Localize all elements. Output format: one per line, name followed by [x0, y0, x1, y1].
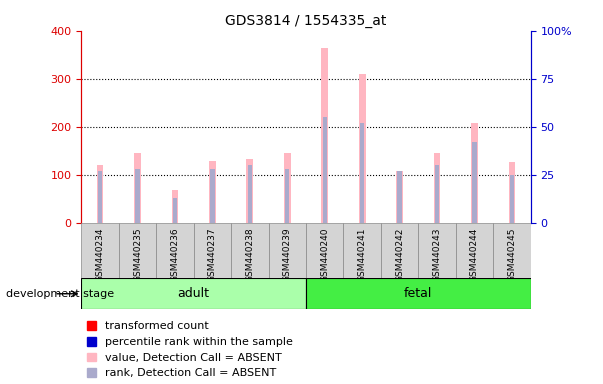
Text: GSM440242: GSM440242: [395, 227, 404, 281]
Bar: [194, 223, 231, 278]
Bar: [284, 153, 291, 223]
Bar: [306, 223, 344, 278]
Text: GSM440237: GSM440237: [208, 227, 217, 282]
Text: fetal: fetal: [404, 287, 432, 300]
Text: GSM440234: GSM440234: [96, 227, 105, 282]
Text: development stage: development stage: [6, 289, 114, 299]
Bar: [119, 223, 156, 278]
Text: GSM440236: GSM440236: [171, 227, 180, 282]
Text: GSM440243: GSM440243: [432, 227, 441, 282]
Bar: [268, 223, 306, 278]
Bar: [96, 165, 104, 223]
Bar: [360, 123, 364, 223]
Bar: [135, 169, 140, 223]
Bar: [493, 223, 531, 278]
Bar: [396, 171, 403, 223]
Text: GSM440235: GSM440235: [133, 227, 142, 282]
Bar: [321, 48, 328, 223]
Text: GSM440241: GSM440241: [358, 227, 367, 282]
Bar: [359, 74, 365, 223]
Text: adult: adult: [178, 287, 210, 300]
Bar: [306, 278, 531, 309]
Bar: [247, 159, 253, 223]
Bar: [323, 117, 327, 223]
Title: GDS3814 / 1554335_at: GDS3814 / 1554335_at: [226, 14, 387, 28]
Bar: [418, 223, 456, 278]
Bar: [472, 142, 477, 223]
Bar: [435, 165, 439, 223]
Bar: [508, 162, 516, 223]
Text: GSM440245: GSM440245: [507, 227, 516, 282]
Bar: [98, 171, 103, 223]
Bar: [471, 123, 478, 223]
Bar: [231, 223, 268, 278]
Bar: [81, 278, 306, 309]
Text: GSM440244: GSM440244: [470, 227, 479, 281]
Text: GSM440238: GSM440238: [245, 227, 254, 282]
Bar: [210, 169, 215, 223]
Bar: [344, 223, 381, 278]
Bar: [248, 165, 252, 223]
Bar: [456, 223, 493, 278]
Bar: [156, 223, 194, 278]
Bar: [172, 190, 178, 223]
Bar: [134, 153, 141, 223]
Bar: [81, 223, 119, 278]
Bar: [173, 198, 177, 223]
Bar: [209, 161, 216, 223]
Legend: transformed count, percentile rank within the sample, value, Detection Call = AB: transformed count, percentile rank withi…: [87, 321, 292, 379]
Bar: [397, 171, 402, 223]
Bar: [434, 153, 440, 223]
Bar: [285, 169, 289, 223]
Text: GSM440239: GSM440239: [283, 227, 292, 282]
Text: GSM440240: GSM440240: [320, 227, 329, 282]
Bar: [381, 223, 418, 278]
Bar: [510, 175, 514, 223]
